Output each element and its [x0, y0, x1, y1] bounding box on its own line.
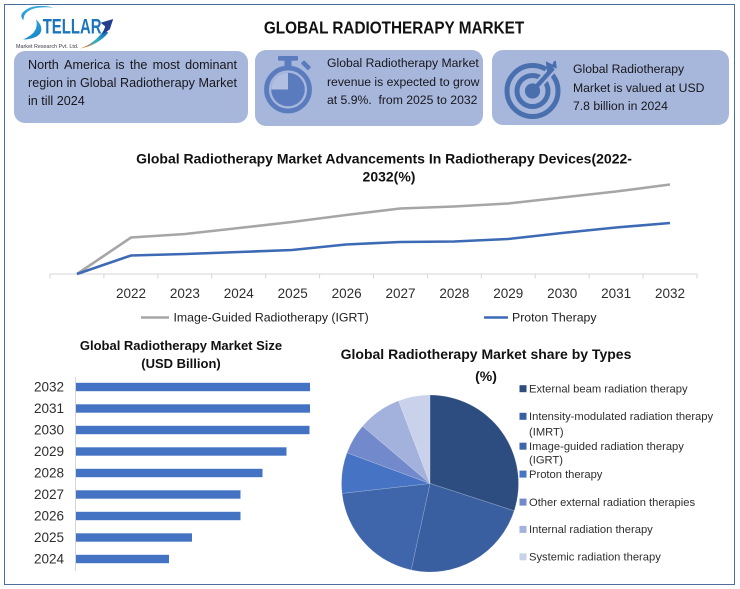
svg-text:Internal radiation therapy: Internal radiation therapy	[529, 524, 653, 536]
svg-text:(IGRT): (IGRT)	[529, 454, 563, 466]
svg-text:(%): (%)	[475, 368, 497, 384]
svg-text:Image-guided radiation therapy: Image-guided radiation therapy	[529, 441, 684, 453]
svg-text:Intensity-modulated radiation: Intensity-modulated radiation therapy	[529, 411, 713, 423]
svg-text:2032: 2032	[655, 286, 685, 301]
svg-text:Image-Guided Radiotherapy (IGR: Image-Guided Radiotherapy (IGRT)	[174, 311, 369, 325]
svg-text:TELLAR: TELLAR	[43, 15, 102, 38]
svg-text:2032: 2032	[34, 380, 64, 395]
svg-text:2025: 2025	[34, 530, 64, 545]
svg-text:Market Research Pvt. Ltd.: Market Research Pvt. Ltd.	[16, 44, 78, 50]
svg-text:2030: 2030	[34, 423, 64, 438]
svg-text:2024: 2024	[34, 552, 65, 567]
svg-text:Global Radiotherapy Market Siz: Global Radiotherapy Market Size	[80, 338, 282, 353]
svg-text:2023: 2023	[170, 286, 200, 301]
svg-text:Proton Therapy: Proton Therapy	[512, 311, 597, 325]
svg-text:2029: 2029	[493, 286, 523, 301]
svg-text:(USD Billion): (USD Billion)	[141, 356, 220, 371]
svg-text:2026: 2026	[332, 286, 362, 301]
svg-text:2026: 2026	[34, 509, 64, 524]
svg-text:Other external radiation thera: Other external radiation therapies	[529, 497, 695, 509]
svg-text:2022: 2022	[116, 286, 146, 301]
svg-text:2024: 2024	[224, 286, 255, 301]
svg-text:(IMRT): (IMRT)	[529, 426, 564, 438]
svg-text:External beam radiation therap: External beam radiation therapy	[529, 384, 688, 396]
svg-text:Systemic radiation therapy: Systemic radiation therapy	[529, 552, 661, 564]
svg-text:2031: 2031	[34, 401, 64, 416]
svg-text:2027: 2027	[385, 286, 415, 301]
svg-text:2028: 2028	[34, 466, 64, 481]
svg-text:2031: 2031	[601, 286, 631, 301]
svg-text:Global Radiotherapy Market sha: Global Radiotherapy Market share by Type…	[341, 346, 632, 362]
svg-text:2025: 2025	[278, 286, 308, 301]
svg-text:Global Radiotherapy Market Adv: Global Radiotherapy Market Advancements …	[136, 151, 632, 167]
svg-text:2032(%): 2032(%)	[363, 169, 416, 185]
svg-text:Proton therapy: Proton therapy	[529, 469, 603, 481]
svg-text:2028: 2028	[439, 286, 469, 301]
svg-text:2029: 2029	[34, 444, 64, 459]
svg-text:2030: 2030	[547, 286, 577, 301]
svg-text:2027: 2027	[34, 487, 64, 502]
